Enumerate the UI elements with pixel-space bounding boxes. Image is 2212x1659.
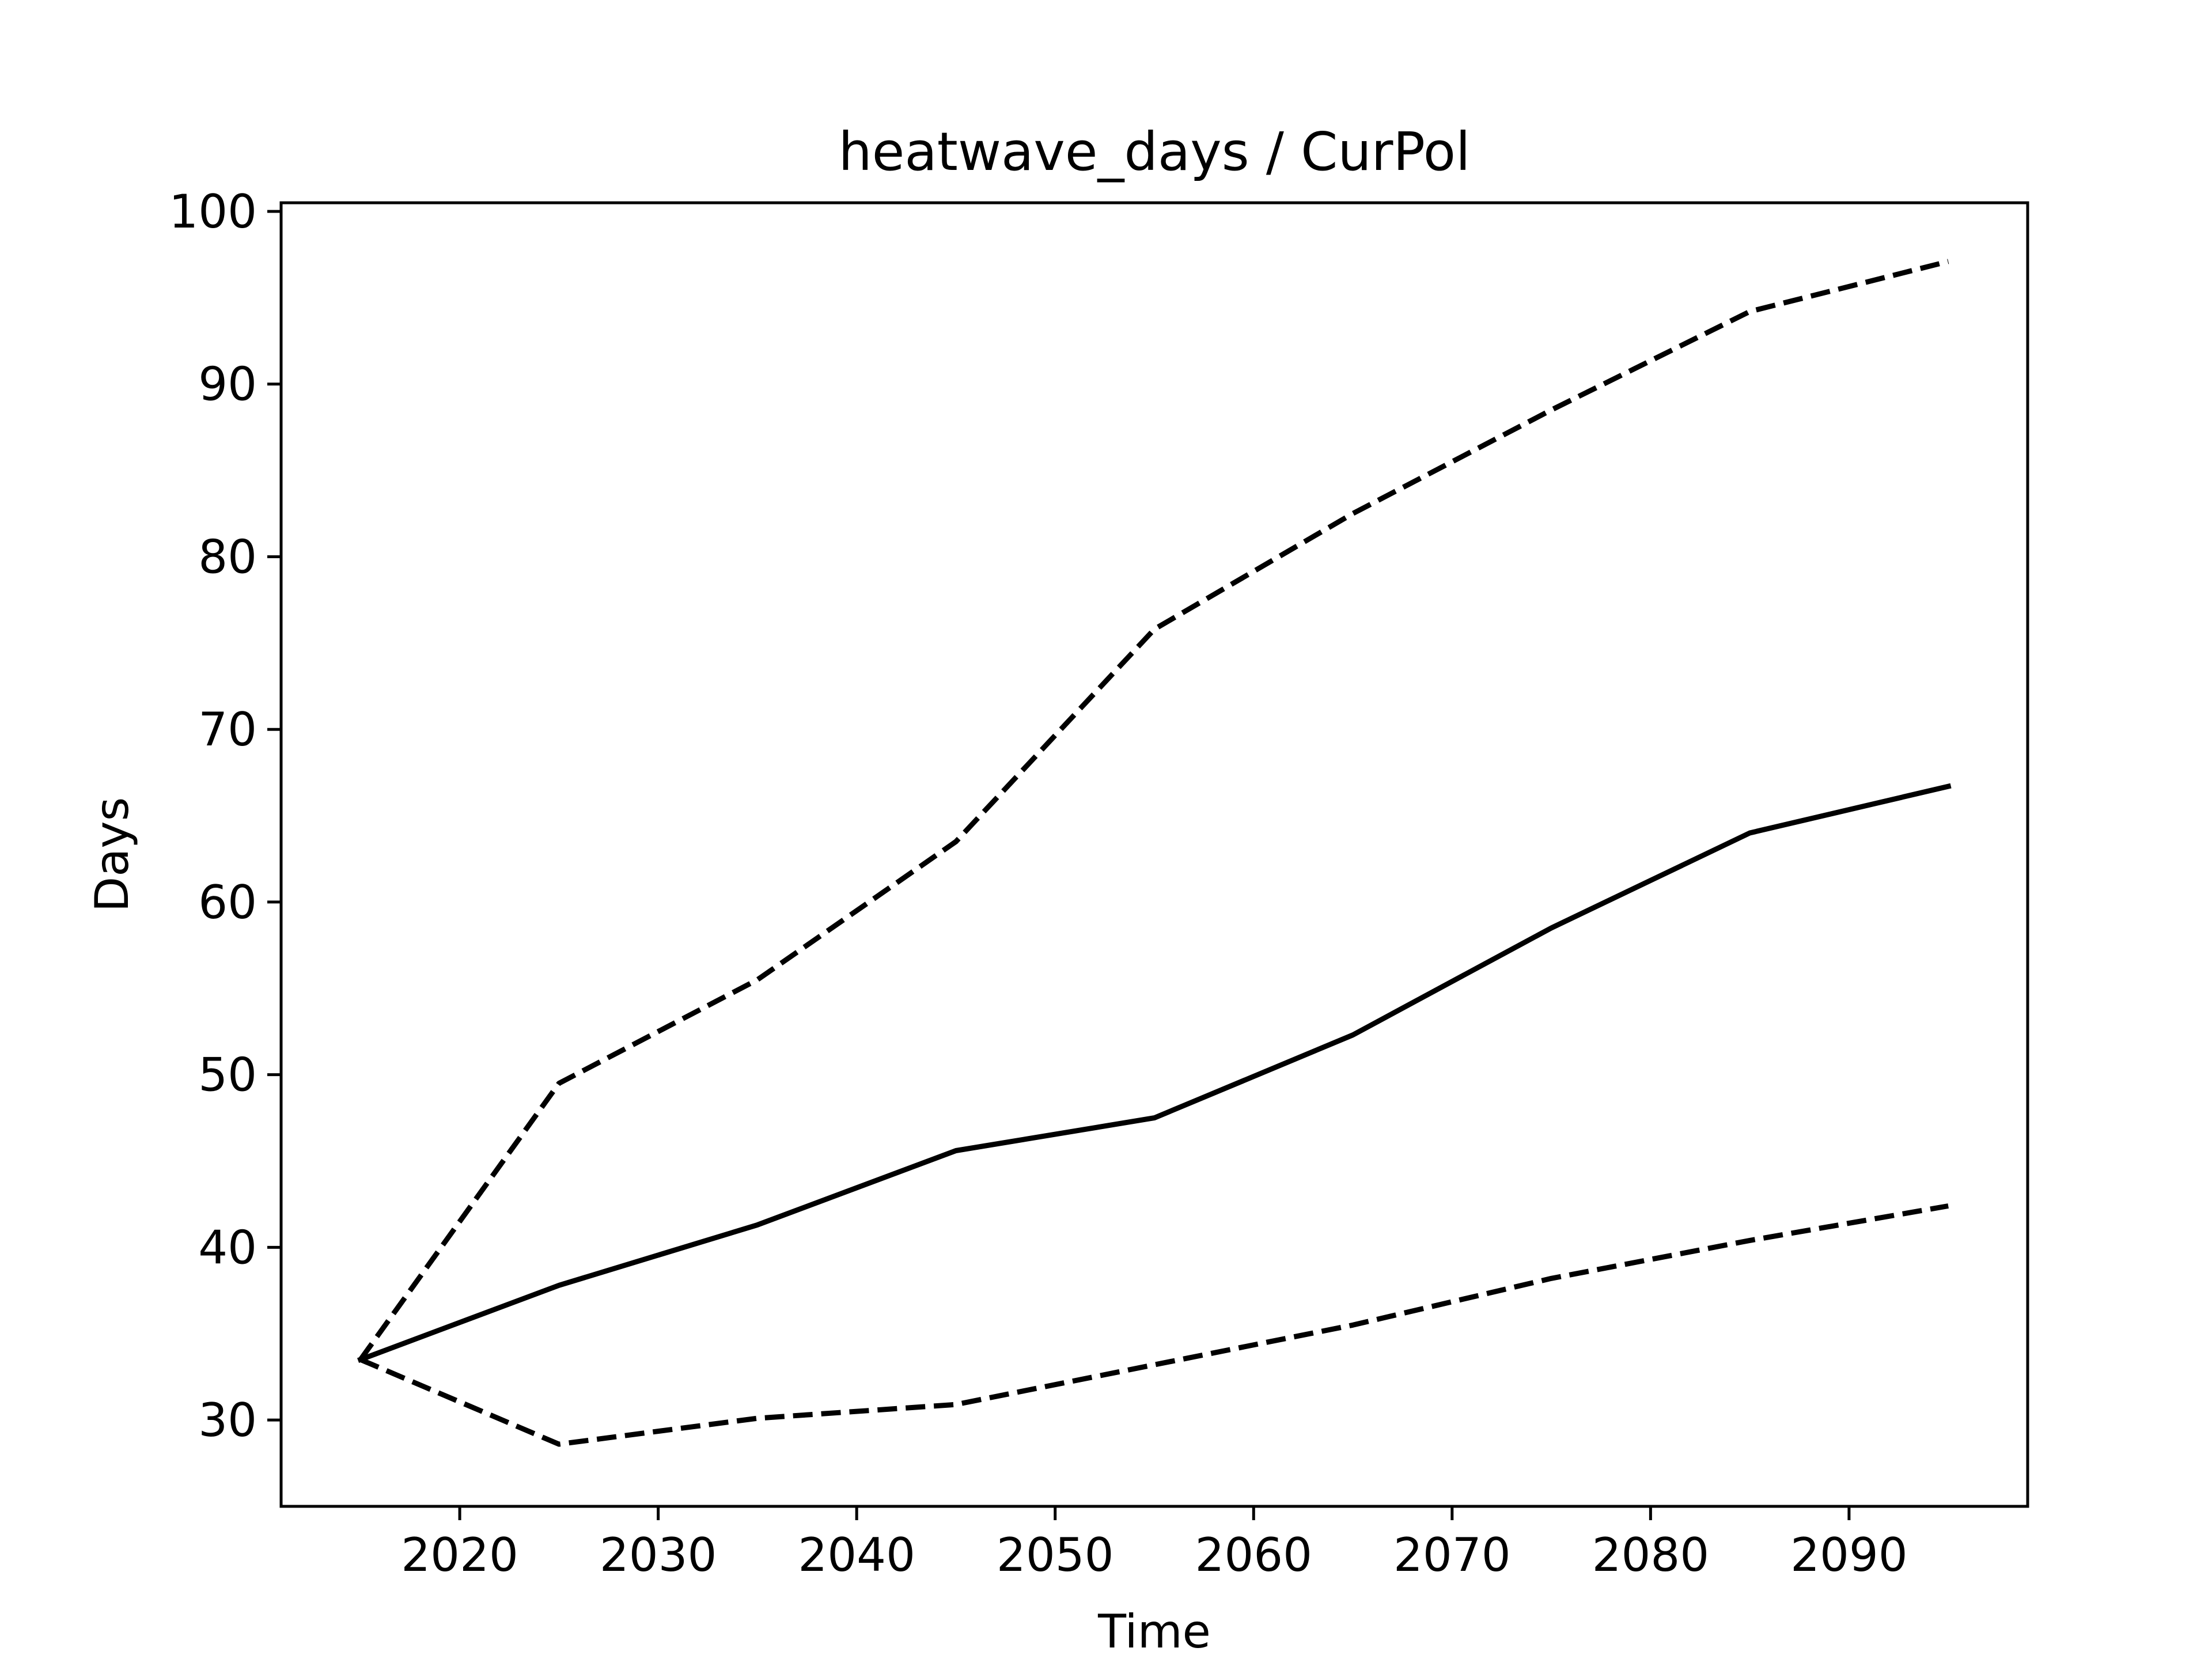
x-tick-label: 2020	[401, 1528, 518, 1582]
x-tick-label: 2090	[1790, 1528, 1908, 1582]
y-tick-label: 40	[198, 1221, 257, 1274]
y-tick-label: 90	[198, 358, 257, 411]
x-tick-label: 2040	[798, 1528, 915, 1582]
y-tick-label: 30	[198, 1393, 257, 1447]
x-tick-label: 2030	[600, 1528, 717, 1582]
y-tick-label: 100	[169, 185, 257, 238]
ticks-layer: 2020 2030 2040 2050 2060 2070 2080 2090 30 40 50 60…	[169, 185, 1907, 1582]
series-layer	[357, 259, 1952, 1447]
x-axis-label: Time	[1097, 1605, 1211, 1658]
x-tick-label: 2070	[1393, 1528, 1511, 1582]
series-line-3	[359, 1203, 1949, 1447]
series-line-1	[357, 783, 1952, 1363]
series-line-2	[358, 259, 1949, 1361]
plot-area-frame	[279, 201, 2029, 1508]
y-tick-label: 80	[198, 530, 257, 584]
x-tick-label: 2050	[997, 1528, 1114, 1582]
y-tick-label: 50	[198, 1048, 257, 1102]
y-axis-label: Days	[85, 797, 139, 912]
chart-title: heatwave_days / CurPol	[838, 121, 1470, 183]
x-tick-label: 2060	[1195, 1528, 1312, 1582]
y-tick-label: 70	[198, 703, 257, 756]
x-tick-label: 2080	[1592, 1528, 1710, 1582]
y-tick-label: 60	[198, 876, 257, 929]
